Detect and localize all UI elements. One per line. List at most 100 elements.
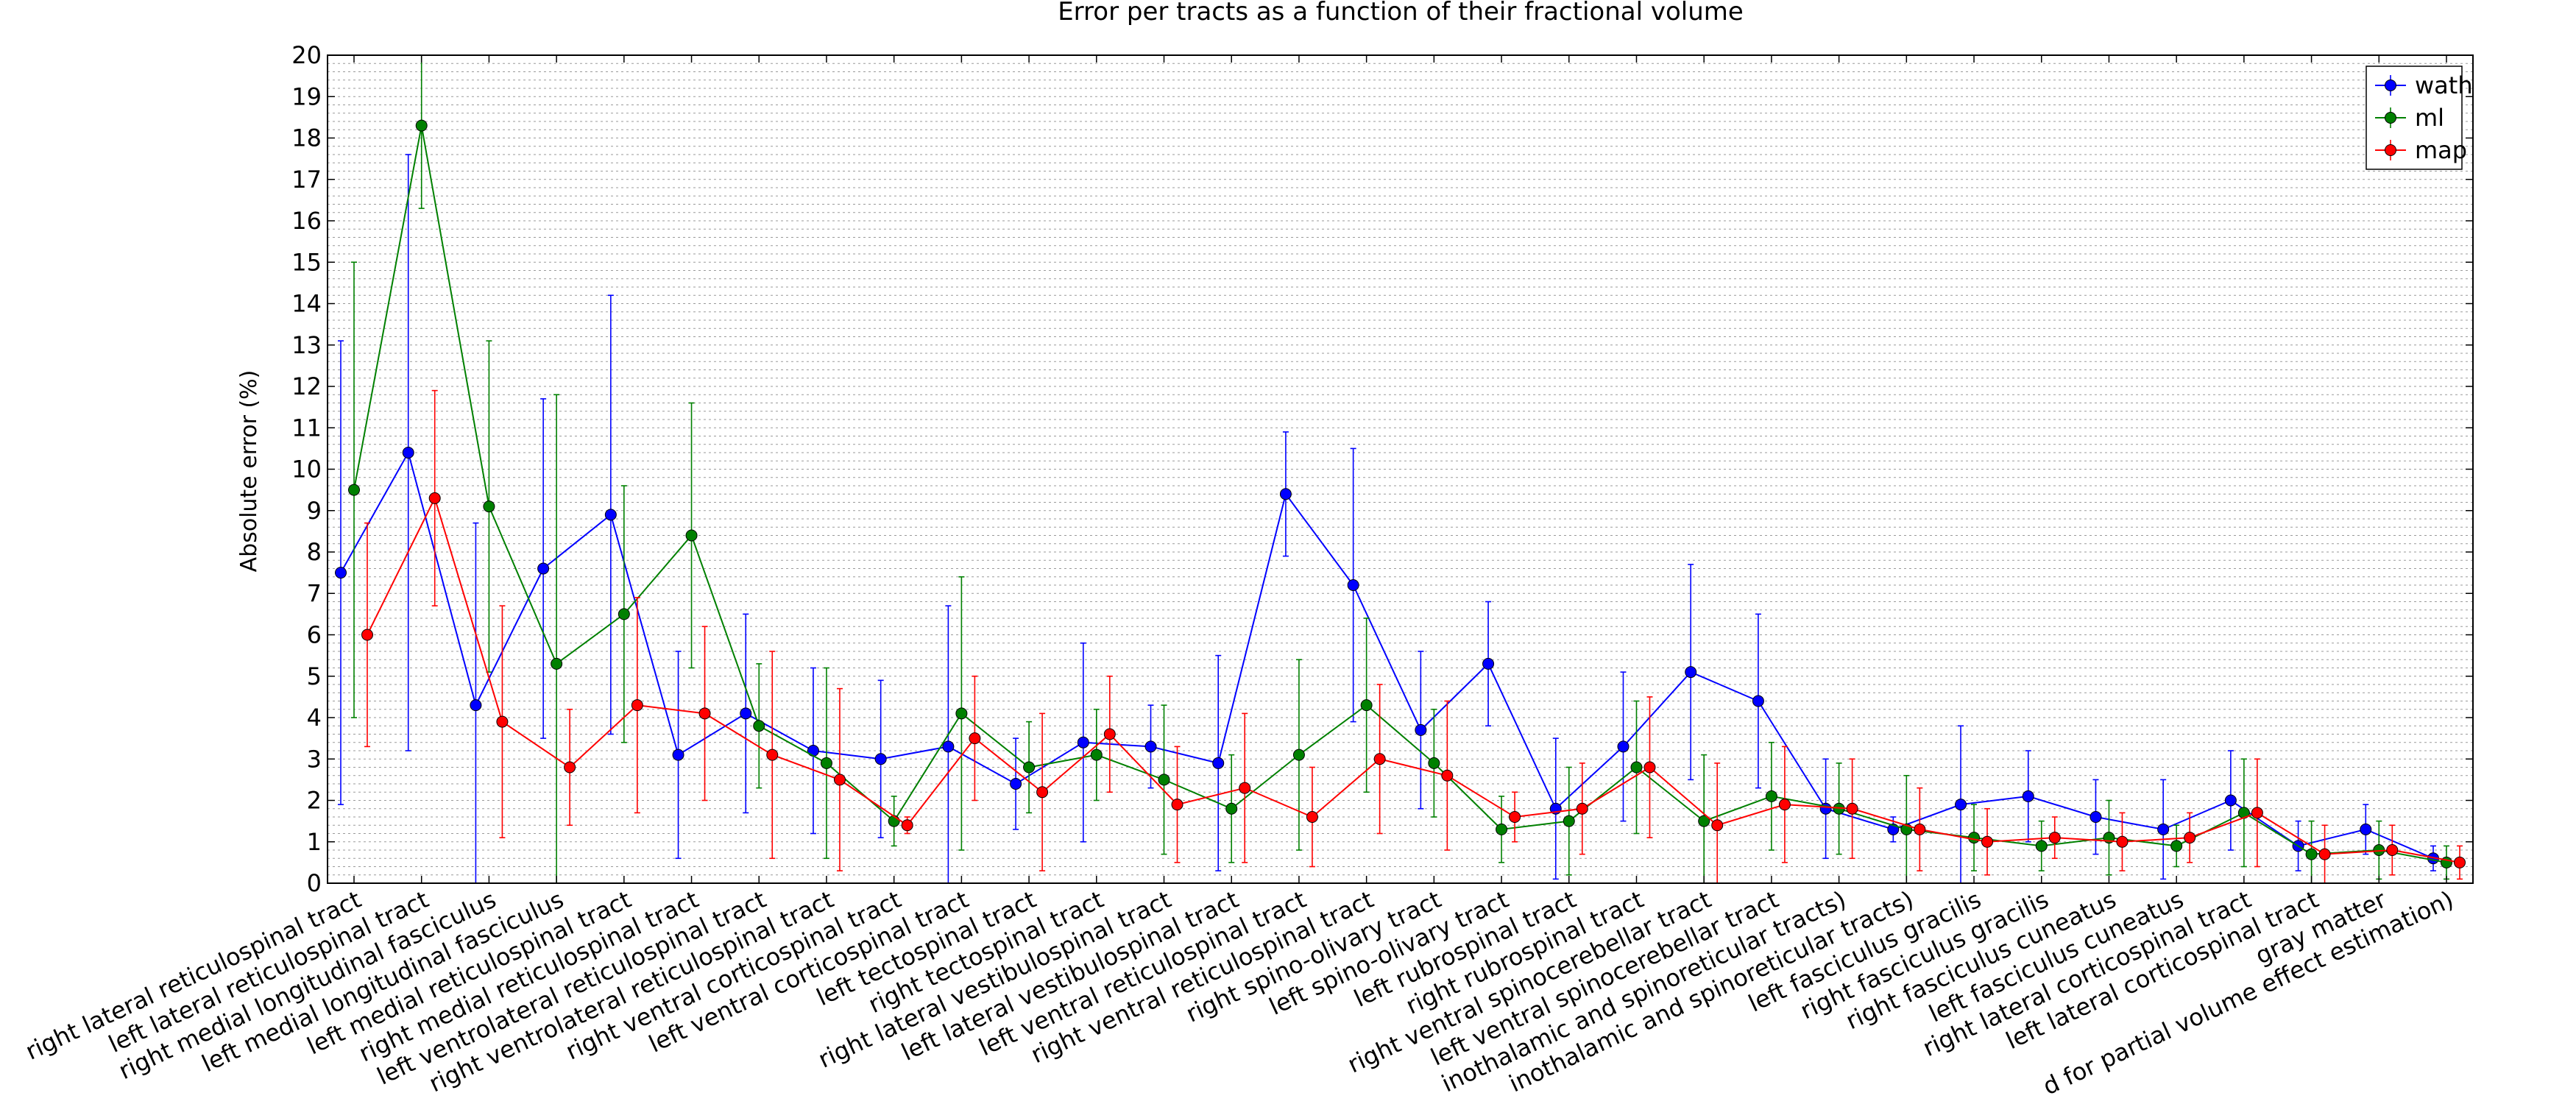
data-point	[483, 500, 495, 513]
y-tick-label: 11	[291, 414, 322, 442]
data-point	[348, 484, 360, 496]
y-tick-label: 1	[307, 828, 322, 856]
data-point	[2386, 844, 2399, 856]
data-point	[1981, 835, 1994, 848]
data-point	[1360, 699, 1373, 712]
y-tick-label: 3	[307, 745, 322, 773]
data-point	[888, 815, 900, 827]
y-tick-label: 12	[291, 372, 322, 400]
data-point	[740, 707, 752, 720]
data-point	[1563, 815, 1575, 827]
data-point	[2318, 848, 2331, 860]
y-tick-label: 20	[291, 41, 322, 69]
data-point	[874, 753, 887, 765]
data-point	[685, 529, 698, 542]
data-point	[672, 749, 684, 761]
grid-lines	[328, 63, 2473, 876]
data-point	[2305, 848, 2318, 860]
y-tick-label: 17	[291, 166, 322, 194]
y-axis-label: Absolute error (%)	[236, 370, 262, 573]
legend-marker	[2385, 79, 2396, 91]
data-point	[1023, 761, 1036, 774]
data-point	[2454, 856, 2466, 868]
data-point	[1643, 761, 1656, 774]
data-point	[1441, 769, 1454, 782]
data-point	[2090, 811, 2102, 823]
data-point	[1955, 799, 1967, 811]
data-point	[1968, 832, 1981, 844]
data-point	[901, 819, 913, 832]
data-point	[1144, 740, 1157, 753]
data-point	[1711, 819, 1724, 832]
y-tick-label: 6	[307, 621, 322, 649]
data-point	[942, 740, 955, 753]
data-point	[2251, 807, 2263, 819]
data-point	[335, 567, 347, 579]
series-layer	[335, 55, 2466, 884]
legend-label: wath	[2415, 71, 2473, 99]
data-point	[2116, 835, 2129, 848]
y-tick-label: 5	[307, 662, 322, 690]
data-point	[1239, 782, 1251, 794]
data-point	[1292, 749, 1305, 761]
data-point	[402, 447, 414, 459]
data-point	[1103, 728, 1116, 740]
series-line	[353, 125, 2447, 863]
legend-label: ml	[2415, 104, 2444, 132]
data-point	[2035, 840, 2048, 852]
data-point	[496, 715, 509, 728]
data-point	[766, 749, 779, 761]
data-point	[1306, 811, 1318, 823]
data-point	[955, 707, 968, 720]
y-tick-label: 18	[291, 124, 322, 152]
series-wath	[335, 154, 2439, 884]
data-point	[1765, 790, 1777, 802]
data-point	[1698, 815, 1710, 827]
data-point	[2224, 794, 2237, 807]
data-point	[470, 699, 482, 712]
y-tick-label: 15	[291, 248, 322, 276]
data-point	[2157, 823, 2170, 835]
legend-marker	[2385, 112, 2396, 124]
data-point	[820, 757, 832, 769]
data-point	[1576, 802, 1588, 815]
series-line	[367, 496, 2460, 863]
legend: wath ml map	[2366, 66, 2473, 170]
y-tick-label: 9	[307, 497, 322, 525]
data-point	[1509, 811, 1521, 823]
data-point	[618, 608, 630, 620]
data-point	[1778, 799, 1791, 811]
data-point	[1212, 757, 1225, 769]
data-point	[1617, 740, 1630, 753]
chart-title: Error per tracts as a function of their …	[1058, 0, 1744, 26]
y-tick-label: 4	[307, 704, 322, 732]
data-point	[833, 774, 846, 786]
data-point	[1373, 753, 1386, 765]
data-point	[1279, 488, 1292, 500]
data-point	[2048, 832, 2061, 844]
data-point	[1225, 802, 1238, 815]
data-point	[361, 629, 373, 641]
data-point	[1077, 736, 1089, 749]
data-point	[1010, 778, 1022, 790]
data-point	[1415, 723, 1427, 736]
data-point	[428, 492, 441, 504]
data-point	[1090, 749, 1103, 761]
legend-marker	[2385, 144, 2396, 156]
y-tick-label: 8	[307, 538, 322, 566]
data-point	[969, 732, 981, 745]
data-point	[698, 707, 711, 720]
legend-label: map	[2415, 136, 2467, 164]
series-line	[340, 450, 2434, 860]
data-point	[564, 761, 576, 774]
data-point	[1347, 579, 1359, 591]
data-point	[2360, 823, 2372, 835]
data-point	[1171, 799, 1183, 811]
data-point	[1482, 657, 1495, 670]
data-point	[551, 657, 563, 670]
data-point	[1685, 666, 1697, 679]
y-tick-label: 2	[307, 787, 322, 815]
data-point	[2022, 790, 2034, 802]
y-tick-label: 0	[307, 869, 322, 897]
